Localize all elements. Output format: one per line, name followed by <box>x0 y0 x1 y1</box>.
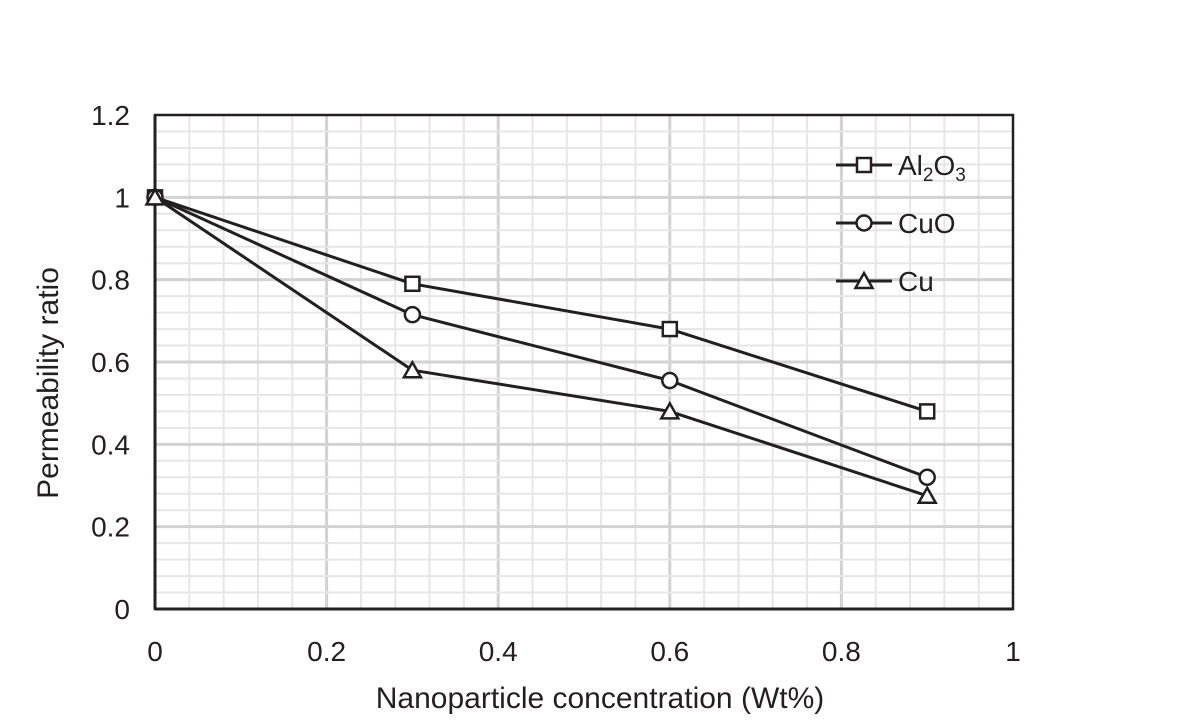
legend-item-al2o3: Al2O3 <box>836 150 966 186</box>
legend-sub-3: 3 <box>955 165 966 186</box>
legend-al-text: Al <box>898 150 923 181</box>
legend: Al2O3 CuO Cu <box>836 150 966 297</box>
data-point-cuo <box>918 468 936 487</box>
tick-labels: 0 0.2 0.4 0.6 0.8 1 0 0.2 0.4 0.6 0.8 1 1.2 <box>91 100 1021 667</box>
y-axis-label: Permeability ratio <box>32 267 65 499</box>
legend-sub-2: 2 <box>923 165 934 186</box>
data-point-cuo <box>403 305 422 324</box>
series-group <box>144 186 938 505</box>
x-tick-label: 0.2 <box>307 636 346 667</box>
x-tick-label: 1 <box>1005 636 1021 667</box>
y-tick-label: 0.8 <box>91 265 130 296</box>
data-point-cu <box>144 186 166 206</box>
x-tick-label: 0.4 <box>479 636 518 667</box>
data-point-al2o3 <box>404 275 421 293</box>
x-tick-label: 0.8 <box>822 636 861 667</box>
x-tick-label: 0 <box>147 636 163 667</box>
x-axis-label: Nanoparticle concentration (Wt%) <box>376 682 825 715</box>
series-line-cu <box>154 196 928 498</box>
legend-item-cuo: CuO <box>836 208 956 239</box>
legend-marker-circle <box>855 214 873 232</box>
legend-label-al2o3: Al2O3 <box>898 150 966 186</box>
x-tick-label: 0.6 <box>650 636 689 667</box>
y-tick-label: 0.6 <box>91 347 130 378</box>
data-point-cu <box>659 400 681 420</box>
data-point-cu <box>401 359 424 379</box>
series-line-cuo <box>154 195 928 479</box>
legend-marker-square <box>855 156 873 174</box>
legend-marker-triangle <box>853 270 875 290</box>
series-line-al2o3 <box>154 195 928 413</box>
legend-label-cuo: CuO <box>898 208 956 239</box>
y-tick-label: 0 <box>114 594 130 625</box>
data-point-al2o3 <box>918 403 936 420</box>
y-tick-label: 1.2 <box>91 100 130 131</box>
legend-item-cu: Cu <box>836 266 934 297</box>
legend-label-cu: Cu <box>898 266 934 297</box>
y-tick-label: 1 <box>114 182 130 213</box>
data-point-al2o3 <box>661 320 679 338</box>
data-point-cu <box>916 485 938 505</box>
legend-o-text: O <box>933 150 955 181</box>
y-tick-label: 0.4 <box>91 429 130 460</box>
y-tick-label: 0.2 <box>91 512 130 543</box>
data-point-cuo <box>661 371 679 390</box>
